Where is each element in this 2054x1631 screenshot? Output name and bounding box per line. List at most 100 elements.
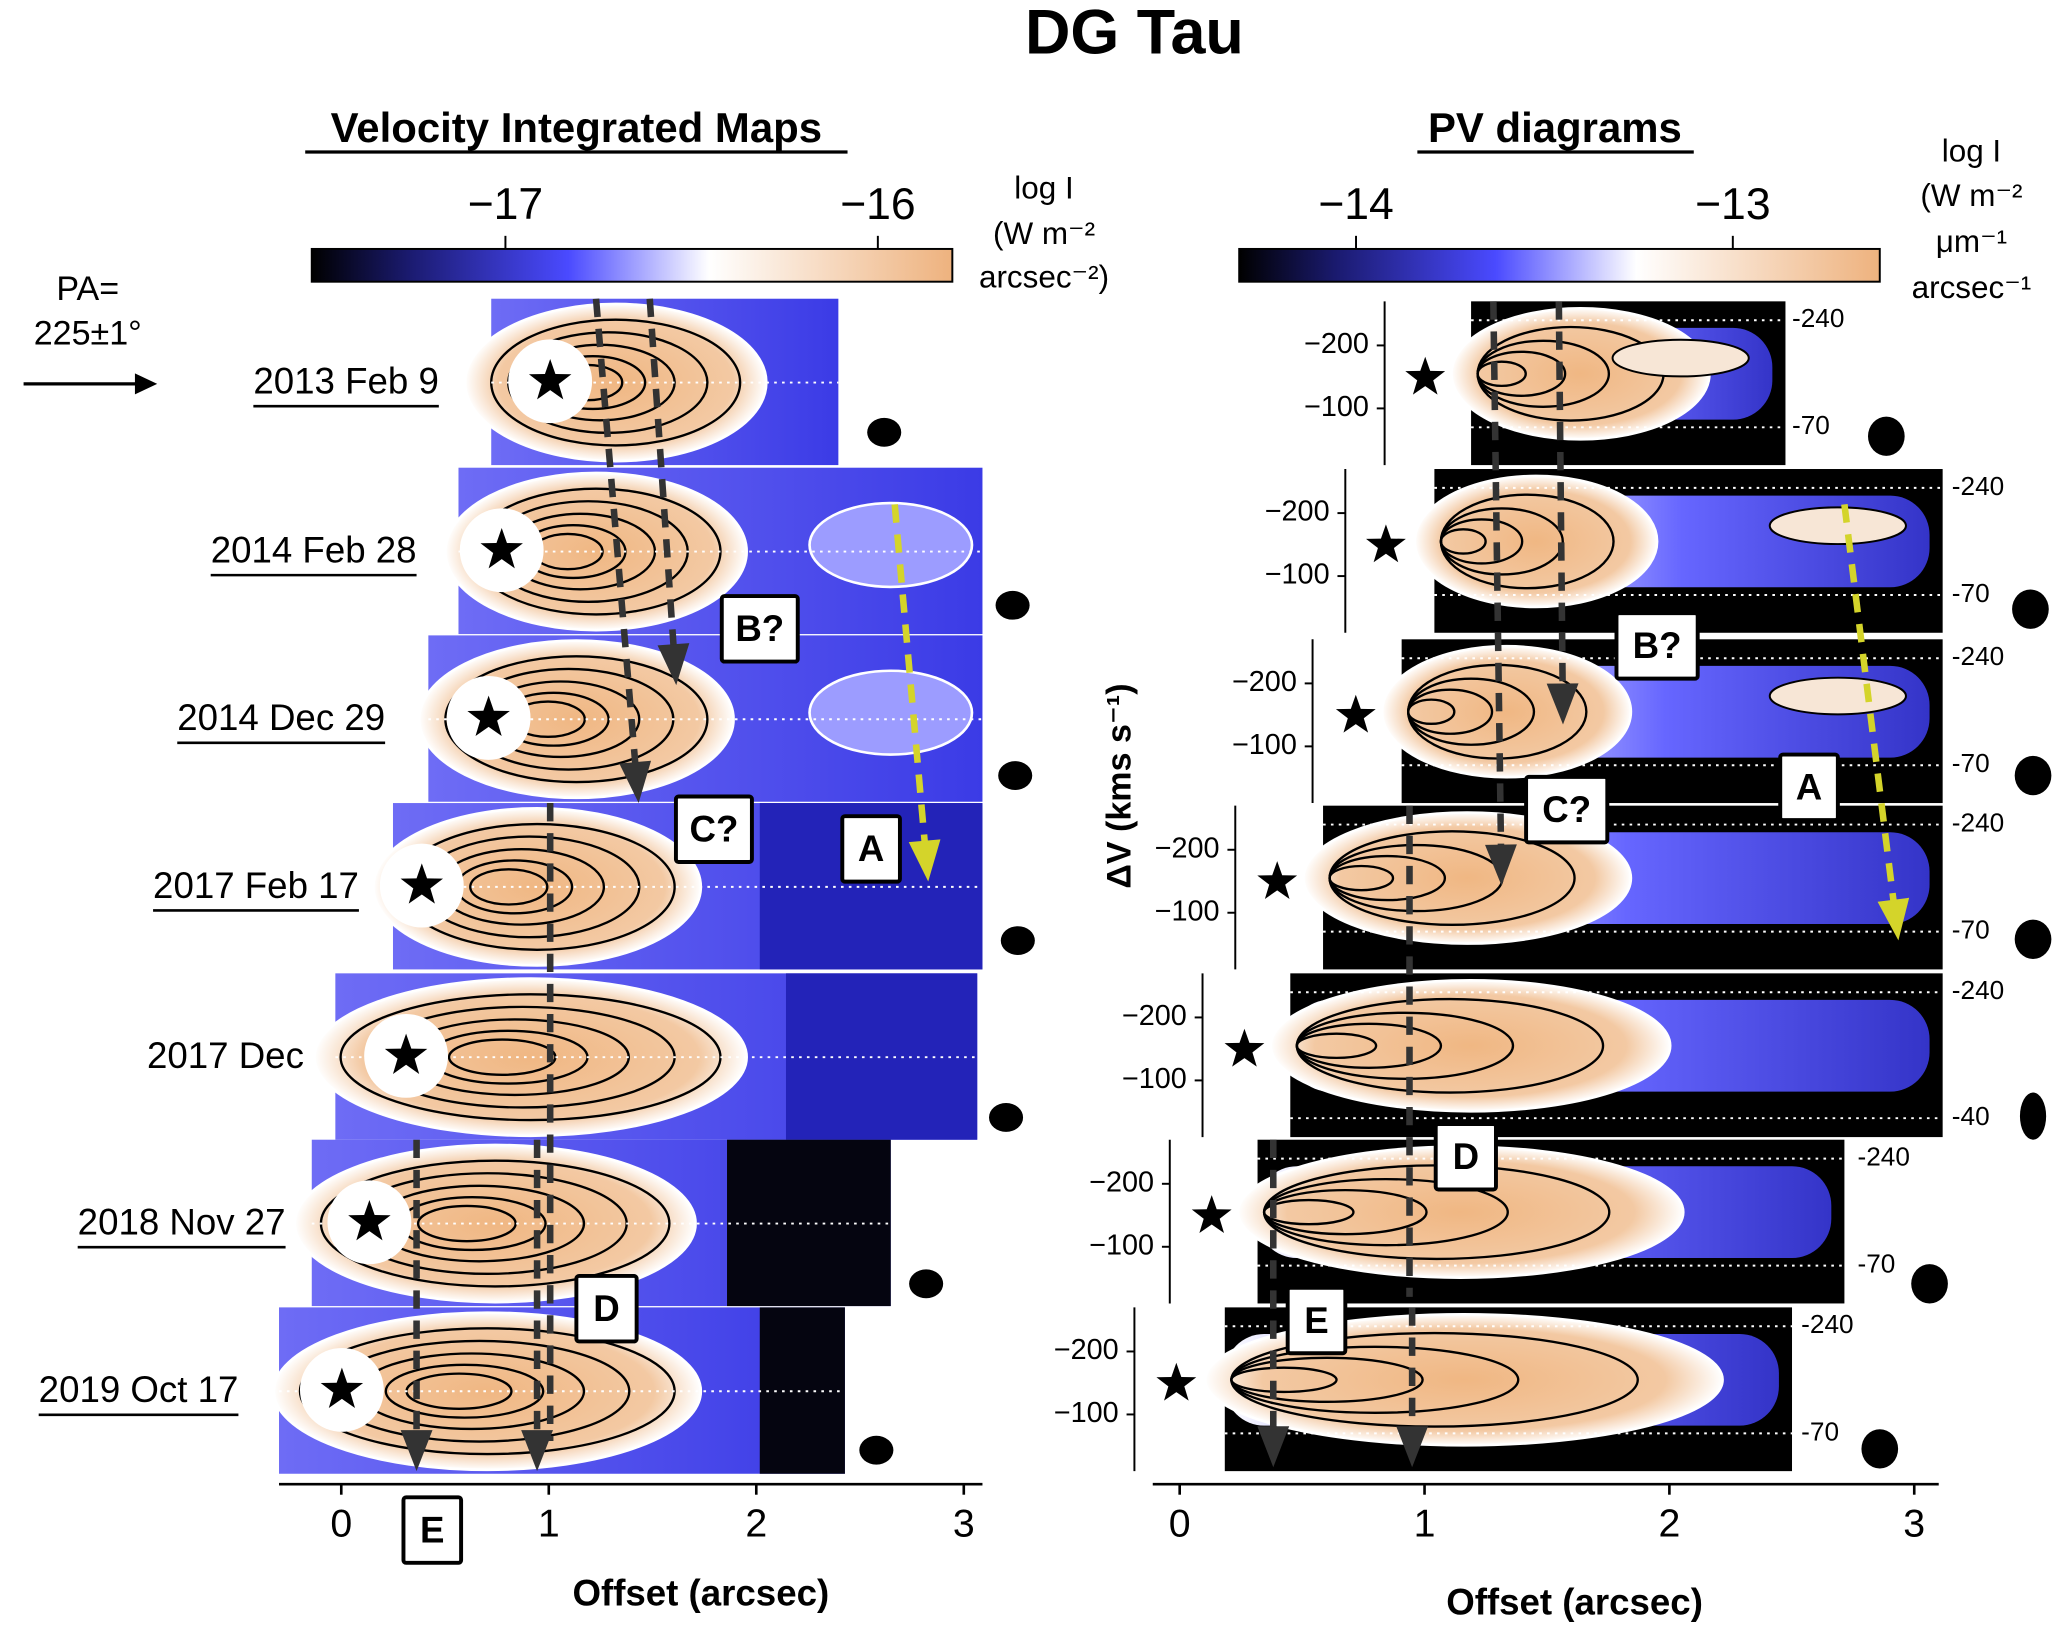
beam [2014, 755, 2052, 796]
pv-blob [1269, 978, 1672, 1113]
y-tick-label: −200 [1232, 666, 1297, 698]
velocity-guide-label: -240 [1952, 975, 2004, 1005]
colorbar-label: μm⁻¹ [1936, 224, 2007, 259]
x-tick-label: 1 [538, 1502, 560, 1546]
star-symbol [348, 1199, 391, 1241]
velocity-guide-label: -240 [1801, 1309, 1853, 1339]
colorbar-tick-label: −17 [468, 180, 544, 229]
colorbar [1238, 247, 1881, 283]
x-tick-label: 1 [1414, 1502, 1436, 1546]
colorbar-label: log I [1014, 170, 1073, 205]
y-tick-label: −100 [1122, 1063, 1187, 1095]
contour [447, 1038, 557, 1076]
marker-box [840, 814, 902, 884]
velocity-guide-label: -240 [1858, 1142, 1910, 1172]
x-tick-label: 0 [330, 1502, 352, 1546]
contour [1262, 1198, 1355, 1226]
y-tick-label: −200 [1155, 832, 1220, 864]
pv-blob [1380, 644, 1633, 779]
y-tick-label: −200 [1089, 1166, 1154, 1198]
y-tick-label: −200 [1054, 1334, 1119, 1366]
y-tick-label: −100 [1232, 729, 1297, 761]
velocity-guide-label: -70 [1792, 410, 1830, 440]
pa-label: PA= [56, 270, 119, 308]
marker-box [1778, 752, 1840, 823]
knot-a-emission [1611, 338, 1750, 378]
y-tick-label: −100 [1265, 559, 1330, 591]
dashed-arrow [1490, 301, 1505, 863]
contour [1230, 1366, 1338, 1394]
contour [1439, 528, 1487, 555]
arrow-head [908, 839, 941, 882]
arrow-head [1485, 844, 1517, 886]
marker-label: A [858, 828, 884, 869]
contour [1476, 360, 1527, 388]
pa-value: 225±1° [34, 314, 142, 352]
dashed-arrow [1841, 503, 1899, 918]
knot-a-emission [1768, 506, 1907, 546]
emission-blob [444, 471, 748, 632]
pa-arrow-head [134, 373, 158, 395]
colorbar-label: (W m⁻² [1920, 178, 2022, 213]
beam [1911, 1264, 1948, 1304]
dashed-arrow [646, 298, 678, 662]
epoch-label: 2018 Nov 27 [78, 1202, 286, 1243]
arrow-head [521, 1430, 554, 1472]
velocity-guide-label: -70 [1801, 1416, 1839, 1446]
velocity-guide-label: -70 [1952, 915, 1990, 945]
knot-a-emission [808, 669, 974, 756]
marker-label: C? [1542, 789, 1591, 830]
beam [1000, 926, 1035, 956]
marker-box [1524, 774, 1610, 845]
knot-a-emission [1768, 676, 1907, 716]
x-tick-label: 2 [1658, 1502, 1680, 1546]
marker-label: B? [735, 608, 784, 649]
colorbar-tick-label: −13 [1695, 180, 1771, 229]
x-tick-label: 0 [1169, 1502, 1191, 1546]
y-tick-label: −100 [1054, 1397, 1119, 1429]
velocity-guide-label: -70 [1952, 748, 1990, 778]
star-symbol [1191, 1195, 1232, 1233]
beam [998, 761, 1033, 790]
velocity-guide-label: -240 [1952, 641, 2004, 671]
star-symbol [400, 863, 444, 904]
marker-label: E [1304, 1300, 1328, 1341]
figure-title: DG Tau [1025, 0, 1244, 67]
star-symbol [320, 1367, 364, 1408]
pv-blob [1302, 811, 1633, 945]
emission-blob [272, 1311, 703, 1472]
arrow-head [1396, 1426, 1429, 1468]
beam [995, 590, 1030, 620]
beam [2014, 919, 2052, 959]
star-symbol [1257, 861, 1298, 899]
map-noise-region [759, 1307, 845, 1474]
contour [1295, 1032, 1378, 1060]
star-symbol [1335, 694, 1376, 733]
y-tick-label: −100 [1155, 895, 1220, 927]
colorbar [310, 247, 954, 283]
colorbar-label: arcsec⁻¹ [1912, 270, 2032, 305]
marker-label: A [1796, 767, 1822, 808]
arrow-head [1877, 897, 1910, 941]
star-symbol [467, 695, 510, 736]
x-tick-label: 3 [953, 1502, 975, 1546]
beam [859, 1435, 894, 1465]
arrow-head [400, 1430, 433, 1472]
contour [384, 1363, 545, 1419]
star-symbol [1366, 524, 1406, 563]
velocity-guide-label: -70 [1952, 578, 1990, 608]
beam [989, 1103, 1024, 1132]
marker-box [401, 1495, 464, 1565]
epoch-label: 2019 Oct 17 [39, 1369, 239, 1410]
colorbar-label: arcsec⁻²) [979, 259, 1109, 294]
arrow-head [1546, 683, 1579, 725]
velocity-guide-label: -40 [1952, 1101, 1990, 1131]
marker-box [1285, 1285, 1348, 1356]
beam [2019, 1092, 2047, 1140]
marker-box [673, 794, 754, 864]
dashed-arrow [592, 298, 640, 780]
y-tick-label: −200 [1265, 496, 1330, 528]
star-symbol [1224, 1028, 1265, 1067]
colorbar-tick-label: −16 [840, 180, 916, 229]
